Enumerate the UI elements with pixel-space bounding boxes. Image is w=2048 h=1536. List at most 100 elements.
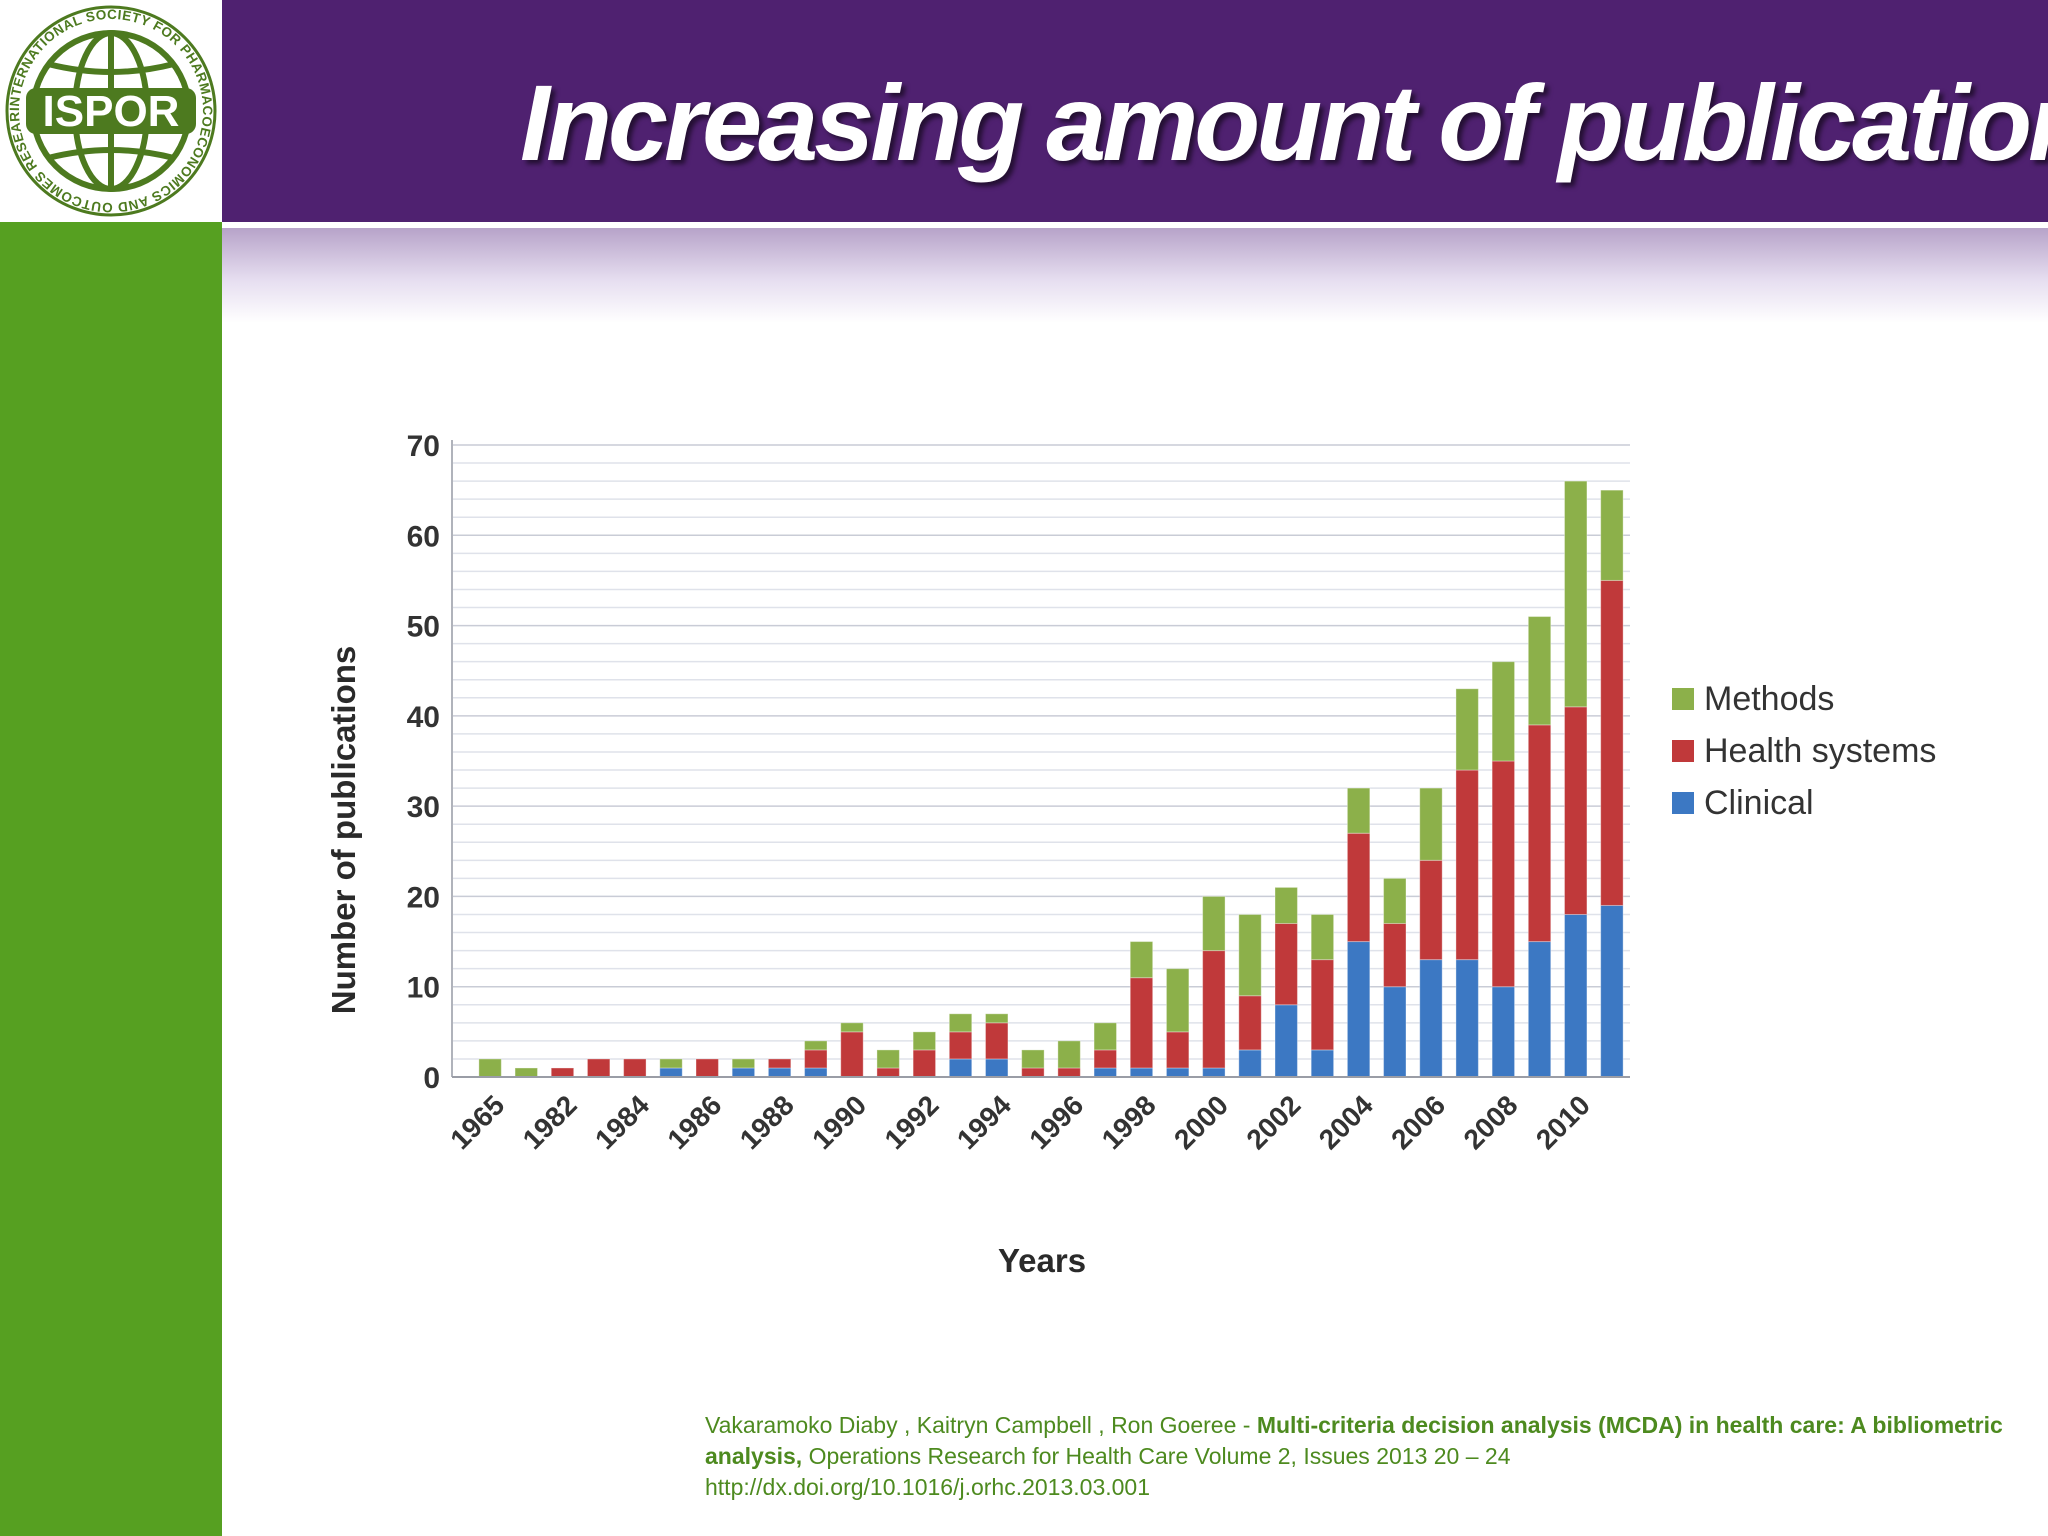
y-tick-label: 60 (407, 520, 440, 553)
bar-segment-clinical (1310, 1049, 1335, 1078)
bar-segment-clinical (659, 1067, 683, 1078)
bar-segment-methods (1455, 688, 1479, 771)
citation-doi[interactable]: http://dx.doi.org/10.1016/j.orhc.2013.03… (705, 1474, 1150, 1500)
bar-segment-health-systems (767, 1058, 792, 1069)
bar-segment-methods (1346, 787, 1371, 834)
y-tick-label: 10 (407, 972, 440, 1005)
citation-authors: Vakaramoko Diaby , Kaitryn Campbell , Ro… (705, 1412, 1257, 1438)
bar-segment-health-systems (948, 1031, 973, 1060)
chart-bars (478, 480, 1624, 1078)
bar-segment-methods (478, 1058, 502, 1078)
bar-segment-clinical (1129, 1067, 1154, 1078)
bar-segment-health-systems (623, 1058, 647, 1078)
slide-title: Increasing amount of publications (520, 62, 2048, 183)
bar-segment-clinical (985, 1058, 1009, 1078)
banner-divider (222, 222, 2048, 228)
bar-segment-health-systems (550, 1067, 575, 1078)
bar-segment-health-systems (1129, 977, 1154, 1069)
bar-segment-methods (1564, 480, 1588, 708)
chart-gridlines (452, 444, 1630, 1078)
bar-segment-health-systems (1419, 859, 1443, 961)
bar-segment-methods (1202, 895, 1226, 952)
bar-segment-clinical (1419, 959, 1443, 1078)
logo-wordmark: ISPOR (43, 87, 180, 136)
chart-legend: Methods Health systems Clinical (1672, 680, 1936, 822)
bar-segment-clinical (1165, 1067, 1190, 1078)
bar-segment-clinical (1202, 1067, 1226, 1078)
y-axis-title: Number of publications (325, 646, 362, 1015)
y-tick-label: 20 (407, 881, 440, 914)
bar-segment-methods (1491, 661, 1516, 762)
bar-segment-clinical (1274, 1004, 1298, 1078)
y-tick-label: 50 (407, 611, 440, 644)
x-axis: 1965 1982 1984 1986 1988 1990 1992 1994 1996 1998… (444, 1076, 1630, 1155)
globe-icon: INTERNATIONAL SOCIETY FOR PHARMACOECONOM… (0, 0, 217, 217)
x-tick-label: 1986 (661, 1089, 727, 1155)
citation-journal: Operations Research for Health Care Volu… (802, 1443, 1511, 1469)
bar-segment-clinical (731, 1067, 756, 1078)
bar-segment-health-systems (912, 1049, 937, 1078)
bar-segment-health-systems (1057, 1067, 1081, 1078)
bar-segment-health-systems (1600, 579, 1624, 906)
bar-segment-clinical (767, 1067, 792, 1078)
bar-segment-clinical (1093, 1067, 1117, 1078)
banner-shadow-gradient (222, 228, 2048, 323)
x-tick-label: 2004 (1313, 1089, 1379, 1155)
bar-segment-methods (1057, 1040, 1081, 1069)
y-tick-label: 0 (423, 1062, 440, 1095)
bar-segment-health-systems (1310, 959, 1335, 1051)
bar-segment-methods (1274, 886, 1298, 925)
bar-segment-clinical (1383, 986, 1407, 1078)
x-tick-label: 1994 (951, 1089, 1017, 1155)
bar-segment-methods (731, 1058, 756, 1069)
legend-swatch (1672, 792, 1694, 814)
bar-segment-methods (1238, 913, 1262, 997)
bar-segment-health-systems (1491, 760, 1516, 988)
x-tick-label: 1988 (734, 1089, 800, 1155)
bar-segment-methods (1419, 787, 1443, 861)
bar-segment-health-systems (840, 1031, 864, 1078)
bar-segment-methods (1383, 877, 1407, 925)
bar-segment-health-systems (1202, 950, 1226, 1069)
bar-segment-methods (1093, 1022, 1117, 1051)
bar-segment-methods (840, 1022, 864, 1033)
legend-swatch (1672, 740, 1694, 762)
x-axis-title: Years (998, 1242, 1086, 1279)
bar-segment-methods (985, 1013, 1009, 1024)
bar-segment-clinical (1238, 1049, 1262, 1078)
bar-segment-health-systems (876, 1067, 900, 1078)
citation-title: Multi-criteria decision analysis (MCDA) … (705, 1412, 2003, 1469)
x-tick-label: 2002 (1240, 1089, 1306, 1155)
green-sidebar (0, 222, 222, 1536)
bar-segment-clinical (804, 1067, 828, 1078)
bar-segment-health-systems (1274, 923, 1298, 1006)
bar-segment-methods (1310, 913, 1335, 961)
y-tick-label: 30 (407, 791, 440, 824)
bar-segment-clinical (1346, 941, 1371, 1078)
bar-segment-health-systems (695, 1058, 719, 1078)
legend-swatch (1672, 688, 1694, 710)
x-tick-label: 1996 (1023, 1089, 1089, 1155)
x-tick-label: 2010 (1530, 1089, 1596, 1155)
x-tick-label: 1984 (589, 1089, 655, 1155)
bar-segment-methods (1527, 616, 1552, 726)
y-tick-label: 40 (407, 701, 440, 734)
bar-segment-clinical (948, 1058, 973, 1078)
bar-segment-health-systems (1383, 923, 1407, 988)
x-tick-label: 1992 (879, 1089, 945, 1155)
x-tick-label: 1965 (444, 1089, 510, 1155)
bar-segment-methods (876, 1049, 900, 1069)
bar-segment-health-systems (985, 1022, 1009, 1060)
bar-segment-health-systems (1093, 1049, 1117, 1069)
bar-segment-health-systems (1527, 724, 1552, 943)
x-tick-label: 2008 (1458, 1089, 1524, 1155)
bar-segment-clinical (1600, 904, 1624, 1078)
citation: Vakaramoko Diaby , Kaitryn Campbell , Ro… (705, 1410, 2025, 1503)
x-tick-label: 1990 (806, 1089, 872, 1155)
bar-segment-health-systems (1021, 1067, 1045, 1078)
x-tick-label: 2000 (1168, 1089, 1234, 1155)
bar-segment-methods (948, 1013, 973, 1033)
bar-segment-clinical (1527, 941, 1552, 1078)
bar-segment-clinical (1564, 913, 1588, 1078)
stacked-bar-chart: 0 10 20 30 40 50 60 70 1965 1982 1984 1986 1988 1990… (325, 430, 1936, 1279)
